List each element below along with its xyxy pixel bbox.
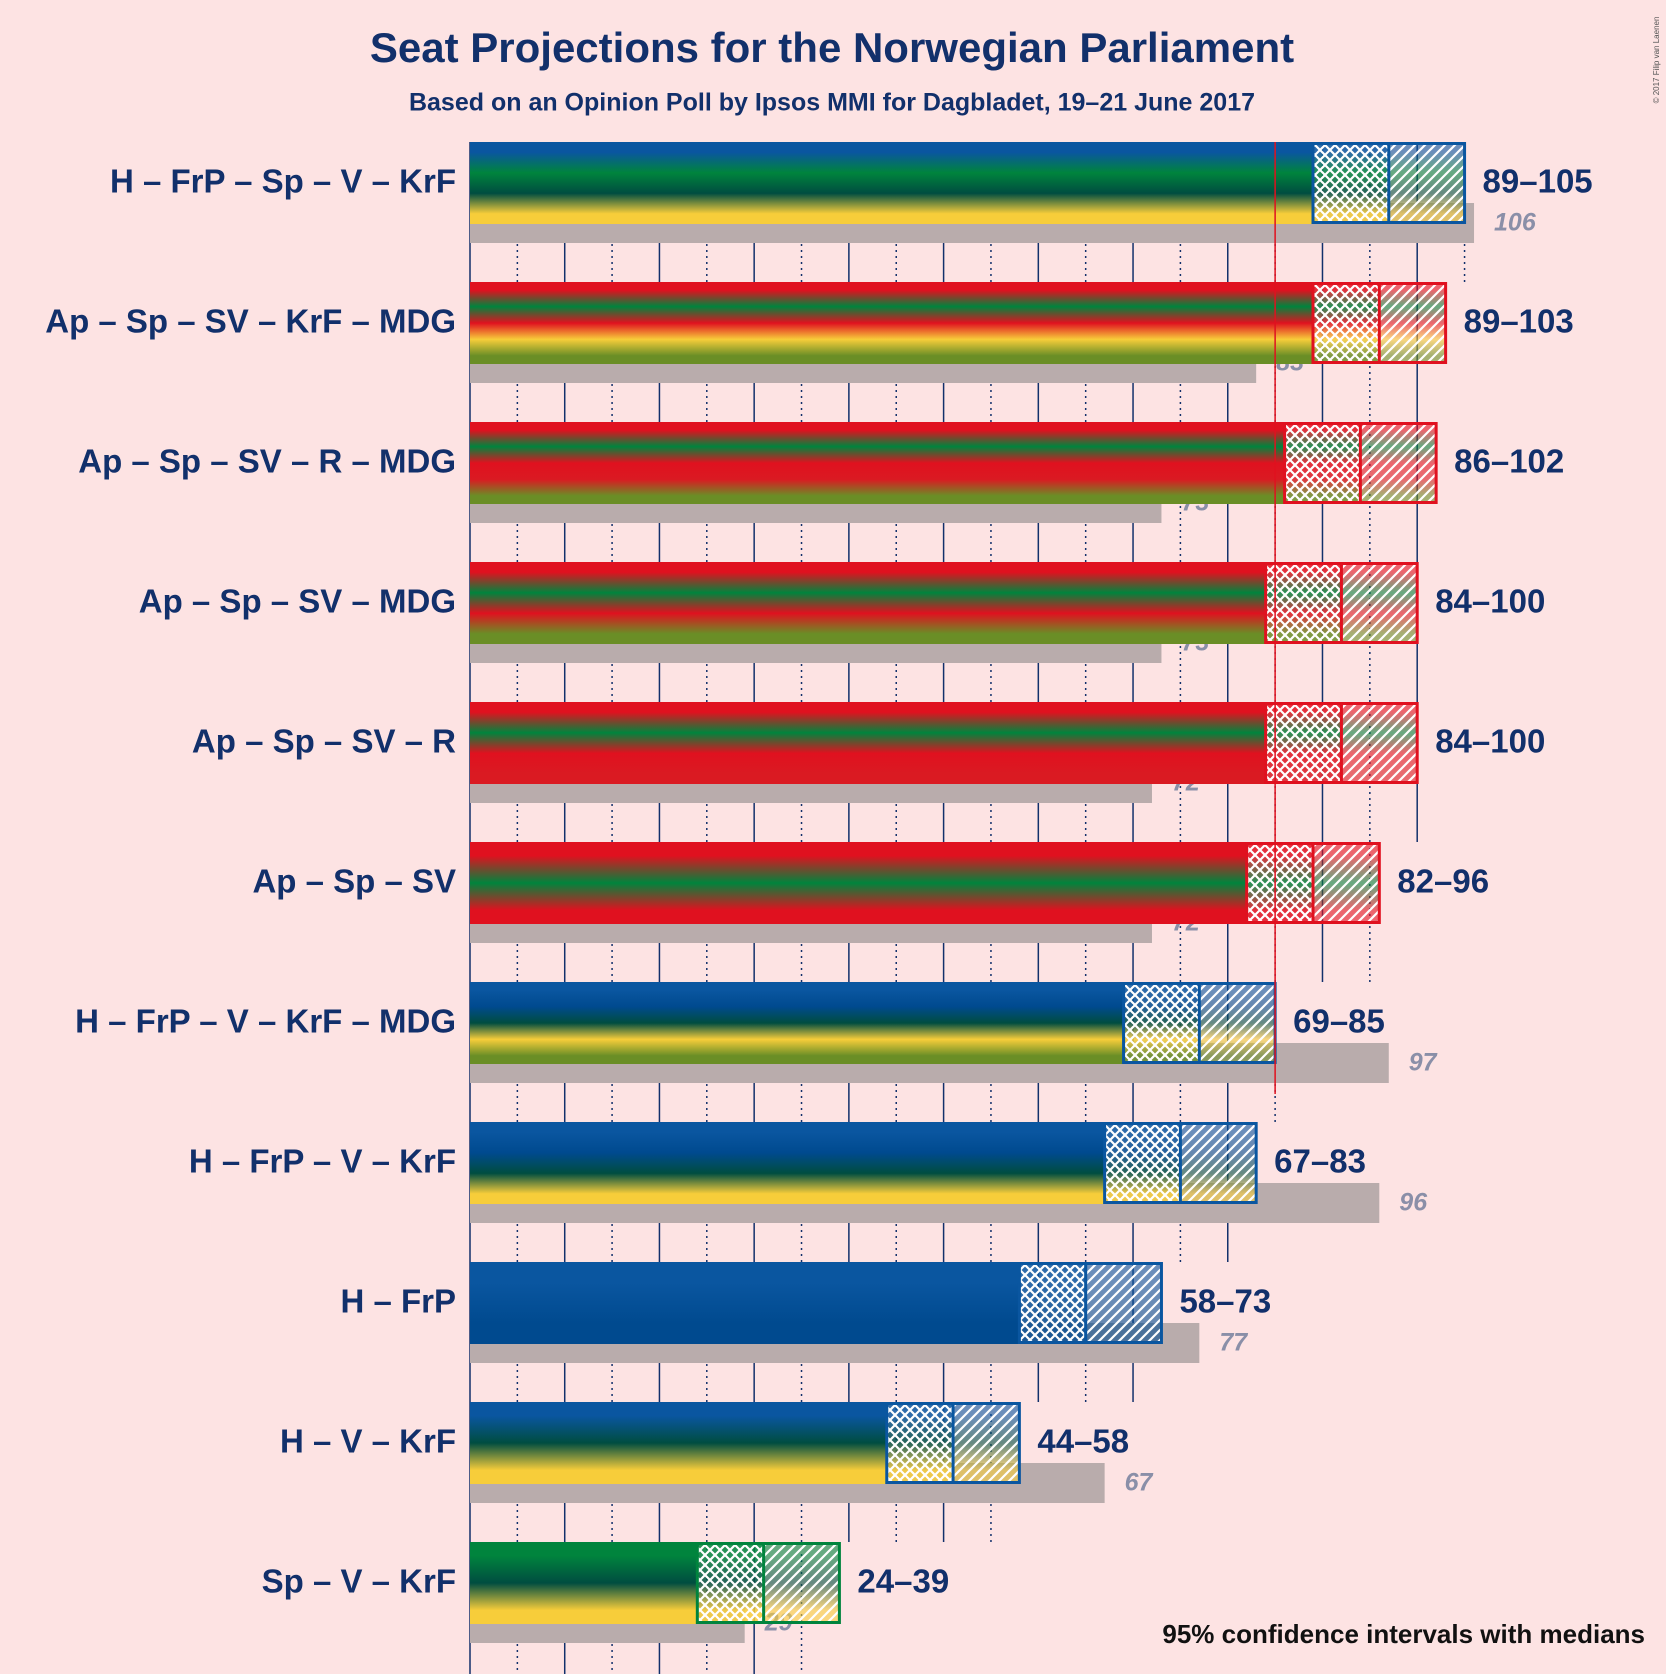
last-result-label: 77 (1219, 1329, 1248, 1357)
range-label: 58–73 (1179, 1283, 1271, 1320)
row-label: Sp – V – KrF (262, 1563, 456, 1600)
bar (470, 1122, 1105, 1204)
ci-outline (695, 1542, 841, 1624)
ci-lower-hatch (886, 1402, 954, 1484)
range-label: 69–85 (1293, 1003, 1385, 1040)
bar (470, 842, 1247, 924)
range-label: 84–100 (1435, 583, 1545, 620)
row-label: Ap – Sp – SV (252, 863, 456, 900)
ci-lower-hatch (1104, 1122, 1181, 1204)
row-label: Ap – Sp – SV – R – MDG (78, 443, 456, 480)
last-result-label: 97 (1409, 1049, 1438, 1077)
ci-lower-hatch (697, 1542, 764, 1624)
row-label: H – FrP – V – KrF – MDG (75, 1003, 456, 1040)
range-label: 24–39 (857, 1563, 949, 1600)
ci-upper-hatch (1388, 142, 1465, 224)
range-label: 86–102 (1454, 443, 1564, 480)
ci-upper-hatch (1379, 282, 1446, 364)
ci-upper-hatch (1199, 982, 1276, 1064)
range-label: 84–100 (1435, 723, 1545, 760)
range-label: 67–83 (1274, 1143, 1366, 1180)
ci-upper-hatch (1180, 1122, 1257, 1204)
ci-upper-hatch (1341, 562, 1418, 644)
range-label: 89–103 (1464, 303, 1574, 340)
ci-outline (1017, 1262, 1163, 1344)
range-label: 82–96 (1397, 863, 1489, 900)
row-label: Ap – Sp – SV – KrF – MDG (45, 303, 456, 340)
ci-lower-hatch (1246, 842, 1314, 924)
copyright: © 2017 Filip van Laenen (1652, 17, 1661, 104)
row-label: H – FrP – Sp – V – KrF (110, 163, 456, 200)
range-label: 44–58 (1037, 1423, 1129, 1460)
row-label: H – FrP (340, 1283, 456, 1320)
bar (470, 1542, 698, 1624)
row-label: H – FrP – V – KrF (189, 1143, 456, 1180)
bar (470, 142, 1314, 224)
range-label: 89–105 (1483, 163, 1593, 200)
last-result-label: 106 (1494, 209, 1537, 237)
ci-upper-hatch (1313, 842, 1380, 924)
ci-lower-hatch (1123, 982, 1200, 1064)
ci-lower-hatch (1284, 422, 1361, 504)
footnote: 95% confidence intervals with medians (1162, 1619, 1645, 1649)
ci-upper-hatch (1085, 1262, 1162, 1344)
ci-lower-hatch (1265, 702, 1342, 784)
bar (470, 1402, 887, 1484)
bar (470, 422, 1285, 504)
last-result-label: 67 (1125, 1469, 1154, 1497)
row-label: H – V – KrF (280, 1423, 456, 1460)
chart-subtitle: Based on an Opinion Poll by Ipsos MMI fo… (409, 89, 1255, 117)
row-label: Ap – Sp – SV – MDG (139, 583, 456, 620)
ci-upper-hatch (763, 1542, 840, 1624)
ci-lower-hatch (1019, 1262, 1086, 1344)
bar (470, 282, 1314, 364)
bar (470, 1262, 1020, 1344)
chart-title: Seat Projections for the Norwegian Parli… (370, 24, 1294, 71)
bar (470, 982, 1124, 1064)
ci-upper-hatch (953, 1402, 1020, 1484)
bar (470, 562, 1266, 644)
ci-upper-hatch (1341, 702, 1418, 784)
ci-lower-hatch (1265, 562, 1342, 644)
row-label: Ap – Sp – SV – R (192, 723, 456, 760)
bar (470, 702, 1266, 784)
ci-lower-hatch (1313, 282, 1380, 364)
last-result-label: 96 (1399, 1189, 1428, 1217)
ci-upper-hatch (1360, 422, 1437, 504)
ci-lower-hatch (1313, 142, 1389, 224)
